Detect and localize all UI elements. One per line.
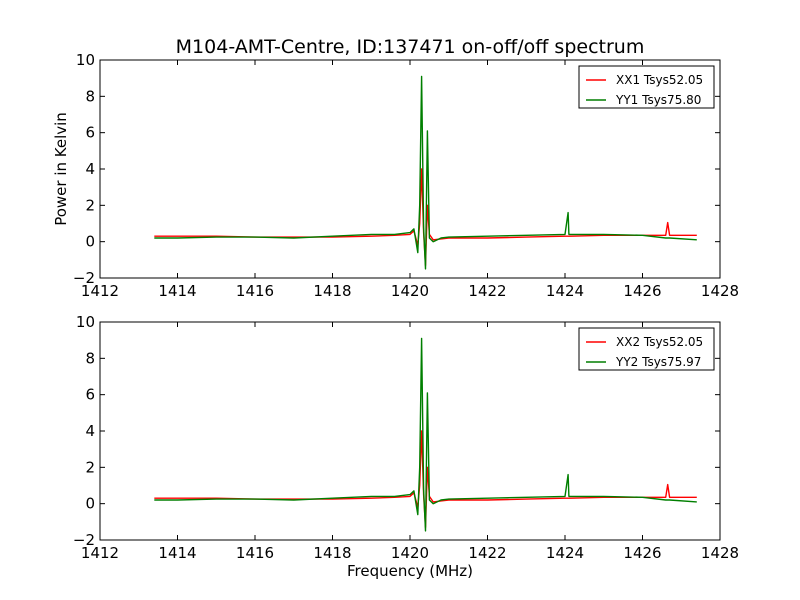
bottom-x-tick-label: 1426 — [623, 544, 661, 562]
bottom-legend-label-1: XX2 Tsys52.05 — [616, 335, 703, 349]
bottom-y-tick-label: 6 — [85, 386, 95, 404]
top-x-tick-label: 1416 — [236, 282, 274, 300]
bottom-x-tick-label: 1418 — [313, 544, 351, 562]
bottom-y-tick-label: −2 — [73, 531, 95, 549]
y-axis-label: Power in Kelvin — [52, 112, 70, 226]
top-x-tick-label: 1424 — [546, 282, 584, 300]
x-axis-label: Frequency (MHz) — [347, 562, 473, 580]
top-y-tick-label: 0 — [85, 233, 95, 251]
top-legend-box — [578, 65, 715, 109]
top-x-tick-label: 1412 — [81, 282, 119, 300]
top-legend-label-1: XX1 Tsys52.05 — [616, 73, 703, 87]
top-x-tick-label: 1422 — [468, 282, 506, 300]
bottom-x-tick-label: 1424 — [546, 544, 584, 562]
bottom-series-line-2 — [154, 337, 697, 532]
bottom-panel: 1412 1414 1416 1418 1420 1422 1424 1426 1428 −2 0 2… — [73, 313, 739, 562]
top-y-tick-label: 8 — [85, 87, 95, 105]
chart-title: M104-AMT-Centre, ID:137471 on-off/off sp… — [176, 36, 645, 58]
bottom-x-tick-label: 1416 — [236, 544, 274, 562]
bottom-legend-label-2: YY2 Tsys75.97 — [615, 355, 701, 369]
top-y-tick-label: −2 — [73, 269, 95, 287]
top-y-tick-label: 6 — [85, 124, 95, 142]
top-x-tick-label: 1428 — [701, 282, 739, 300]
bottom-x-tick-label: 1422 — [468, 544, 506, 562]
bottom-y-tick-label: 8 — [85, 349, 95, 367]
bottom-y-tick-label: 10 — [76, 313, 95, 331]
top-x-tick-label: 1418 — [313, 282, 351, 300]
top-x-tick-label: 1420 — [391, 282, 429, 300]
panels-group: 1412 1414 1416 1418 1420 1422 1424 1426 1428 −2 0 2… — [73, 51, 739, 562]
top-y-tick-label: 10 — [76, 51, 95, 69]
top-x-tick-label: 1414 — [158, 282, 196, 300]
top-legend-label-2: YY1 Tsys75.80 — [615, 93, 701, 107]
top-panel: 1412 1414 1416 1418 1420 1422 1424 1426 1428 −2 0 2… — [73, 51, 739, 300]
top-y-tick-label: 4 — [85, 160, 95, 178]
bottom-y-tick-label: 2 — [85, 458, 95, 476]
bottom-x-tick-label: 1412 — [81, 544, 119, 562]
bottom-y-tick-label: 4 — [85, 422, 95, 440]
bottom-x-tick-label: 1428 — [701, 544, 739, 562]
top-y-tick-label: 2 — [85, 196, 95, 214]
bottom-legend-box — [578, 327, 715, 371]
bottom-legend: XX2 Tsys52.05 YY2 Tsys75.97 — [578, 327, 715, 371]
top-legend: XX1 Tsys52.05 YY1 Tsys75.80 — [578, 65, 715, 109]
bottom-y-tick-label: 0 — [85, 495, 95, 513]
top-x-tick-label: 1426 — [623, 282, 661, 300]
bottom-x-tick-label: 1414 — [158, 544, 196, 562]
top-series-line-2 — [154, 75, 697, 270]
bottom-x-tick-label: 1420 — [391, 544, 429, 562]
